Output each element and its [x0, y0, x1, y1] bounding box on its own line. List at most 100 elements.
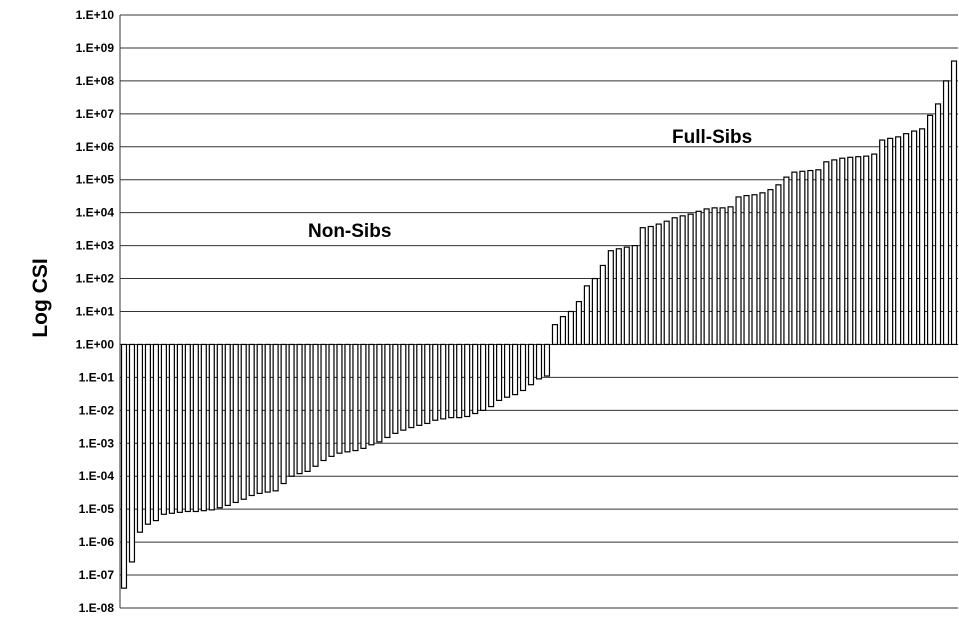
bar	[919, 128, 926, 346]
y-tick-label: 1.E-06	[79, 535, 115, 549]
y-tick-label: 1.E+01	[76, 305, 115, 319]
bar	[256, 343, 263, 495]
bar	[743, 194, 750, 346]
y-tick-label: 1.E+09	[76, 41, 115, 55]
y-tick-label: 1.E+07	[76, 107, 115, 121]
bar	[551, 324, 559, 346]
bar	[336, 343, 343, 454]
bar	[543, 343, 551, 377]
bar	[160, 343, 167, 515]
bar	[408, 343, 415, 429]
y-tick-label: 1.E+08	[76, 74, 115, 88]
bar	[192, 343, 199, 513]
y-tick-label: 1.E+02	[76, 272, 115, 286]
bar	[496, 343, 503, 402]
bar	[791, 171, 798, 346]
bar	[424, 343, 431, 425]
y-tick-label: 1.E-07	[79, 568, 115, 582]
bar	[232, 343, 239, 504]
bar	[911, 130, 918, 346]
bar	[679, 215, 686, 346]
bar	[639, 227, 646, 346]
bar	[615, 248, 622, 346]
bar	[176, 343, 183, 513]
bar	[240, 343, 247, 500]
bar	[871, 153, 878, 346]
y-axis-ticks: 1.E-08 1.E-07 1.E-06 1.E-05 1.E-04 1.E-03 1.E-…	[76, 8, 115, 615]
bar	[272, 343, 279, 492]
bar	[144, 343, 152, 525]
bar	[527, 343, 535, 386]
bar	[583, 285, 590, 346]
bar	[879, 139, 886, 346]
bar	[328, 343, 335, 457]
bar	[671, 217, 678, 346]
annotation-full-sibs: Full-Sibs	[672, 127, 752, 148]
bar	[942, 80, 950, 346]
bar	[208, 343, 215, 511]
y-tick-label: 1.E+00	[76, 337, 115, 351]
bar	[607, 250, 614, 346]
annotation-non-sibs: Non-Sibs	[308, 221, 391, 242]
bar	[296, 343, 303, 475]
bar	[703, 208, 710, 346]
bar	[687, 213, 694, 346]
bar	[631, 245, 638, 346]
bar	[655, 223, 662, 346]
y-tick-label: 1.E-04	[79, 469, 115, 483]
bar	[847, 156, 854, 346]
bar	[647, 225, 654, 346]
bar	[472, 343, 479, 415]
bar	[416, 343, 423, 426]
bar	[384, 343, 391, 439]
bar	[136, 343, 144, 533]
y-tick-label: 1.E+10	[76, 8, 115, 22]
bar	[376, 343, 383, 443]
bar	[759, 192, 766, 346]
bar	[623, 246, 630, 346]
bar	[535, 343, 543, 380]
bar	[863, 155, 870, 346]
bar	[368, 343, 375, 446]
bar	[767, 189, 774, 346]
bar	[934, 103, 942, 346]
bar	[216, 343, 223, 509]
y-axis-label: Log CSI	[29, 258, 52, 337]
bars	[120, 60, 958, 589]
bar	[695, 210, 702, 346]
bar	[511, 343, 519, 396]
bar	[392, 343, 399, 434]
y-tick-label: 1.E-01	[79, 370, 115, 384]
bar	[663, 220, 670, 346]
bar	[504, 343, 511, 398]
bar	[783, 176, 790, 346]
bar	[823, 161, 830, 346]
bar	[200, 343, 207, 512]
bar	[304, 343, 311, 473]
y-tick-label: 1.E+06	[76, 140, 115, 154]
bar	[719, 207, 726, 346]
bar	[926, 114, 934, 346]
bar	[559, 316, 567, 346]
y-tick-label: 1.E+04	[76, 206, 115, 220]
bar	[591, 277, 598, 346]
y-tick-label: 1.E+05	[76, 173, 115, 187]
bar	[264, 343, 271, 493]
bar	[288, 343, 295, 477]
bar	[320, 343, 327, 462]
bar	[152, 343, 159, 522]
y-tick-label: 1.E-03	[79, 436, 115, 450]
bar	[312, 343, 319, 467]
bar	[950, 60, 958, 346]
bar	[184, 343, 191, 513]
y-tick-label: 1.E+03	[76, 239, 115, 253]
bar	[855, 156, 862, 346]
bar	[360, 343, 367, 449]
bar	[128, 343, 136, 563]
bar	[440, 343, 447, 420]
bar	[711, 207, 718, 346]
y-tick-label: 1.E-02	[79, 403, 115, 417]
bar	[432, 343, 439, 421]
bar	[903, 133, 910, 346]
